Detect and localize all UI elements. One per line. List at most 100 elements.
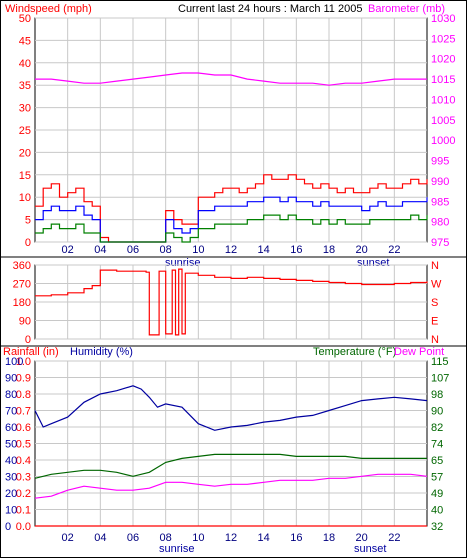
chart-marks-group: 02 04 06 08 10 12 14 16 18 20 22 02 04 06 08 10 12 14 16 18… [5,13,455,544]
barometer-tick: 1025 [431,33,455,45]
barometer-tick: 1005 [431,115,455,127]
temperature-tick: 115 [431,356,449,368]
x-tick-label: 08 [160,244,172,256]
x-tick-label: 14 [258,532,270,544]
x-tick-label: 12 [225,532,237,544]
x-tick-label: 14 [258,244,270,256]
rainfall-tick: 0.7 [16,406,31,418]
rainfall-tick: 0.4 [16,455,31,467]
barometer-tick: 985 [431,196,449,208]
dewpoint-axis-title: Dew Point [394,346,444,358]
x-tick-label: 18 [323,532,335,544]
rainfall-tick: 1.0 [16,356,31,368]
barometer-tick: 995 [431,156,449,168]
rainfall-axis-title: Rainfall (in) [3,346,59,358]
sunset-label-2: sunset [354,543,386,555]
direction-degree-tick: 180 [13,297,31,309]
humidity-tick: 100 [5,356,23,368]
x-tick-label: 16 [290,244,302,256]
temperature-tick: 32 [431,521,443,533]
direction-degree-tick: 0 [25,334,31,346]
sunrise-label-2: sunrise [159,543,194,555]
humidity-tick: 10 [5,505,17,517]
windspeed-tick: 40 [19,58,31,70]
x-tick-label: 18 [323,244,335,256]
barometer-tick: 1010 [431,94,455,106]
temperature-tick: 65 [431,455,443,467]
barometer-tick: 990 [431,176,449,188]
direction-degree-tick: 270 [13,279,31,291]
x-tick-label: 10 [192,244,204,256]
humidity-tick: 60 [5,422,17,434]
rainfall-tick: 0.8 [16,389,31,401]
windspeed-tick: 10 [19,192,31,204]
direction-degree-tick: 360 [13,260,31,272]
x-tick-label: 08 [160,532,172,544]
direction-compass-tick: E [431,316,438,328]
x-tick-label: 04 [94,244,106,256]
direction-compass-tick: N [431,334,439,346]
windspeed-tick: 45 [19,35,31,47]
barometer-tick: 975 [431,237,449,249]
windspeed-tick: 0 [25,237,31,249]
humidity-axis-title: Humidity (%) [70,346,133,358]
windspeed-tick: 50 [19,13,31,25]
temperature-tick: 49 [431,488,443,500]
chart-title: Current last 24 hours : March 11 2005 [178,3,362,15]
humidity-line [34,385,428,431]
windspeed-tick: 15 [19,170,31,182]
temperature-line [34,453,427,479]
windspeed-average-line [35,196,428,243]
windspeed-tick: 30 [19,103,31,115]
humidity-tick: 40 [5,455,17,467]
temperature-tick: 40 [431,505,443,517]
rainfall-tick: 0.0 [16,521,31,533]
rainfall-tick: 0.3 [16,472,31,484]
rainfall-tick: 0.2 [16,488,31,500]
humidity-tick: 80 [5,389,17,401]
humidity-tick: 50 [5,439,17,451]
x-tick-label: 12 [225,244,237,256]
direction-compass-tick: N [431,260,439,272]
sunset-label-1: sunset [357,257,389,269]
x-tick-label: 10 [192,532,204,544]
temperature-tick: 98 [431,389,443,401]
wind-direction-line [35,268,428,336]
x-tick-label: 20 [356,244,368,256]
barometer-line [35,72,427,86]
rainfall-tick: 0.9 [16,373,31,385]
humidity-tick: 90 [5,373,17,385]
humidity-tick: 30 [5,472,17,484]
humidity-tick: 0 [5,521,11,533]
temperature-tick: 74 [431,439,443,451]
x-tick-label: 06 [127,244,139,256]
x-tick-label: 20 [356,532,368,544]
barometer-tick: 1015 [431,74,455,86]
x-tick-label: 06 [127,532,139,544]
direction-compass-tick: S [431,297,438,309]
barometer-tick: 1020 [431,54,455,66]
rainfall-tick: 0.5 [16,439,31,451]
temperature-tick: 57 [431,472,443,484]
x-tick-label: 16 [290,532,302,544]
x-tick-label: 04 [94,532,106,544]
windspeed-minimum-line [35,214,428,243]
humidity-tick: 20 [5,488,17,500]
dewpoint-line [34,473,428,499]
windspeed-tick: 20 [19,147,31,159]
windspeed-gust-line [35,174,428,243]
barometer-tick: 1000 [431,135,455,147]
temperature-tick: 90 [431,406,443,418]
rainfall-tick: 0.6 [16,422,31,434]
x-tick-label: 22 [388,244,400,256]
temperature-tick: 107 [431,373,449,385]
windspeed-axis-title: Windspeed (mph) [5,3,92,15]
x-tick-label: 02 [62,532,74,544]
windspeed-tick: 5 [25,215,31,227]
direction-compass-tick: W [431,279,442,291]
rainfall-tick: 0.1 [16,505,31,517]
direction-degree-tick: 90 [19,316,31,328]
temperature-tick: 82 [431,422,443,434]
